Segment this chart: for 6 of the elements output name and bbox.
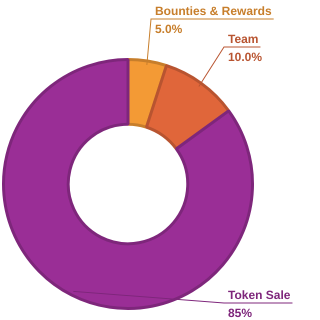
data-label: 10.0% <box>228 50 262 64</box>
slice-label: Bounties & Rewards <box>155 4 272 18</box>
data-label: 5.0% <box>155 22 183 36</box>
data-label: 85% <box>228 306 252 320</box>
slice-label: Token Sale <box>228 288 291 302</box>
slice-label: Team <box>228 32 258 46</box>
